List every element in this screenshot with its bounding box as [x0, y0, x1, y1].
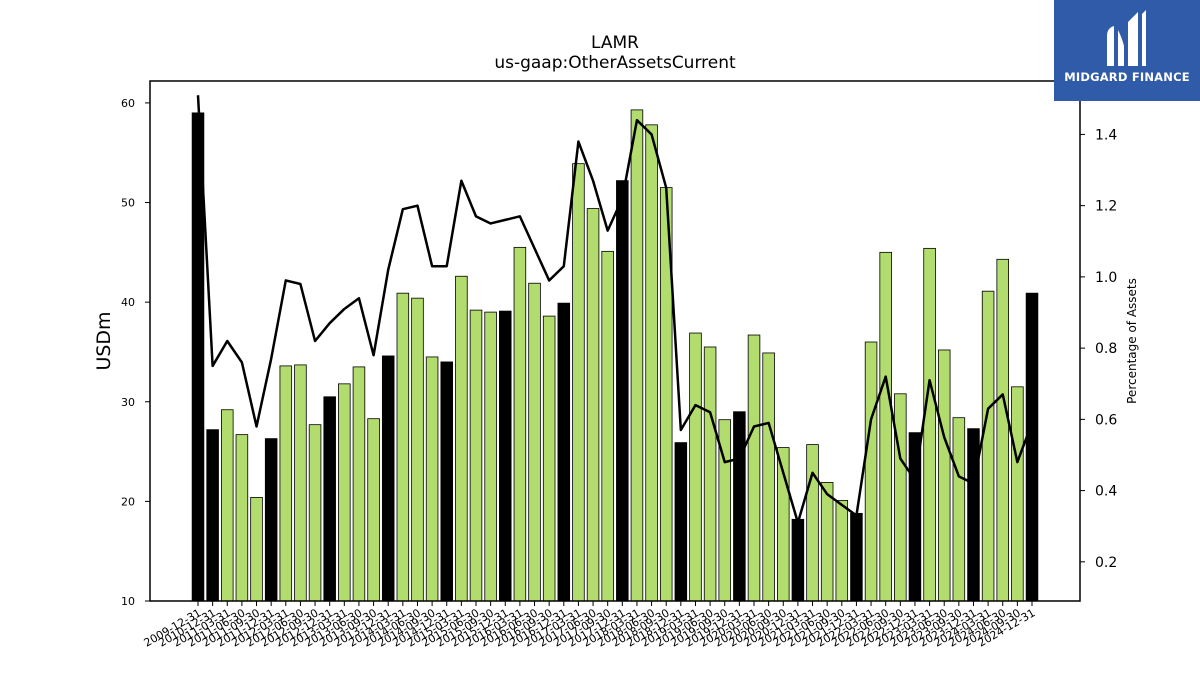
bar-2017-09-30 — [601, 250, 614, 602]
bar-2016-12-31 — [557, 302, 571, 602]
bar-2024-06-30 — [996, 258, 1009, 602]
y-axis: 10 20 30 40 50 60 — [121, 97, 150, 608]
bar-2020-06-30 — [762, 352, 775, 602]
x-axis: 2009-12-312010-12-312011-03-312011-06-30… — [142, 601, 1038, 650]
bar-2011-12-31 — [264, 438, 278, 602]
plot-frame — [149, 80, 1081, 602]
bar-2018-03-31 — [630, 109, 644, 602]
bar-2013-03-31 — [338, 383, 351, 602]
bar-2015-06-30 — [469, 309, 483, 602]
bar-2018-12-31 — [674, 442, 688, 602]
bar-2016-03-31 — [513, 246, 527, 602]
bar-2010-12-31 — [206, 429, 219, 602]
bar-2019-03-31 — [689, 332, 702, 602]
bar-2014-12-31 — [440, 361, 453, 602]
bars — [191, 109, 1039, 602]
bar-2023-03-31 — [923, 247, 936, 602]
y-tick-label: 40 — [121, 296, 135, 309]
bar-2021-12-31 — [850, 512, 863, 602]
bar-2020-12-31 — [791, 518, 805, 602]
bar-2013-12-31 — [381, 355, 395, 602]
y2-tick-label: 0.6 — [1095, 412, 1117, 428]
chart-title: LAMR — [591, 33, 639, 53]
bar-2017-12-31 — [616, 180, 629, 602]
bar-2024-09-30 — [1011, 386, 1024, 602]
bar-2012-09-30 — [308, 424, 322, 602]
y2-tick-label: 0.4 — [1095, 484, 1117, 500]
y-tick-label: 30 — [121, 396, 135, 409]
logo-mark-icon — [1107, 10, 1146, 66]
bar-2021-09-30 — [835, 499, 849, 602]
bar-2018-06-30 — [645, 124, 658, 602]
y2-tick-label: 1.4 — [1095, 127, 1117, 143]
y-axis-label: USDm — [93, 311, 115, 370]
y2-axis-label: Percentage of Assets — [1125, 278, 1139, 404]
bar-2015-09-30 — [484, 311, 497, 602]
bar-2022-03-31 — [864, 341, 878, 602]
bar-2016-09-30 — [542, 315, 556, 602]
bar-2013-06-30 — [352, 366, 366, 602]
bar-2021-06-30 — [820, 482, 834, 602]
bar-2014-03-31 — [396, 292, 410, 602]
chart-subtitle: us-gaap:OtherAssetsCurrent — [494, 53, 736, 73]
bar-2023-09-30 — [952, 417, 966, 602]
bar-2017-06-30 — [586, 208, 600, 602]
bar-2015-03-31 — [455, 275, 468, 602]
bar-2020-03-31 — [747, 334, 761, 602]
bar-2022-06-30 — [879, 251, 892, 602]
y-tick-label: 50 — [121, 197, 135, 210]
y2-tick-label: 0.8 — [1095, 341, 1117, 357]
bar-2016-06-30 — [528, 282, 541, 602]
y2-tick-label: 1.0 — [1095, 270, 1117, 286]
y2-axis: 0.2 0.4 0.6 0.8 1.0 1.2 1.4 — [1080, 127, 1117, 571]
bar-2015-12-31 — [499, 310, 512, 602]
bar-2012-03-31 — [279, 365, 293, 602]
y-tick-label: 10 — [121, 595, 135, 608]
bar-2014-09-30 — [425, 356, 439, 602]
bar-2021-03-31 — [806, 444, 819, 602]
bar-2011-03-31 — [221, 409, 234, 602]
bar-2019-06-30 — [703, 346, 717, 602]
logo-text: MIDGARD FINANCE — [1064, 70, 1190, 84]
bar-2023-06-30 — [937, 349, 951, 602]
y-tick-label: 20 — [121, 495, 135, 508]
y2-tick-label: 1.2 — [1095, 199, 1117, 215]
percentage-series-line — [196, 95, 1034, 524]
bar-2012-06-30 — [294, 364, 307, 602]
y2-tick-label: 0.2 — [1095, 555, 1117, 571]
brand-logo: MIDGARD FINANCE — [1054, 0, 1200, 101]
percentage-line — [196, 95, 1034, 524]
bar-2022-09-30 — [894, 393, 907, 602]
bar-2024-12-31 — [1025, 292, 1039, 602]
bar-2017-03-31 — [572, 163, 585, 602]
bar-2013-09-30 — [367, 418, 380, 602]
bar-2019-12-31 — [733, 411, 746, 602]
bar-2011-09-30 — [250, 496, 263, 602]
bar-2024-03-31 — [981, 290, 995, 602]
bar-2011-06-30 — [235, 434, 249, 602]
bar-2014-06-30 — [411, 297, 424, 602]
bar-2012-12-31 — [323, 396, 336, 602]
y-tick-label: 60 — [121, 97, 135, 110]
bar-2023-12-31 — [967, 428, 980, 602]
